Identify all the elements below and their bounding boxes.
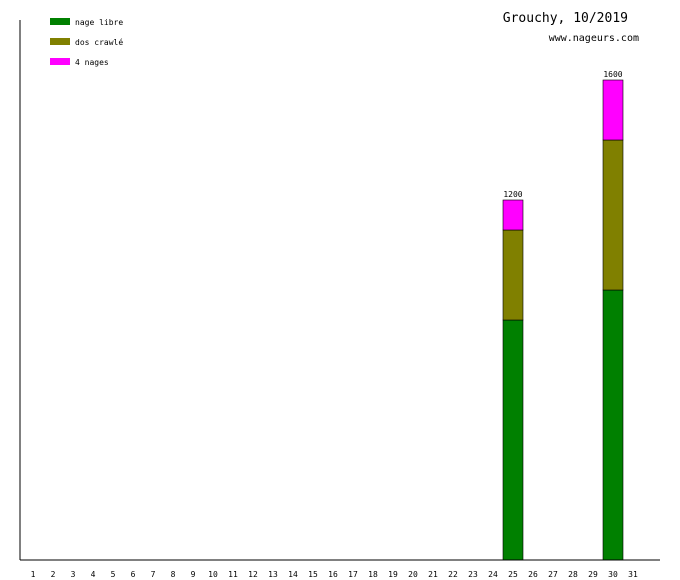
x-tick-30: 30: [608, 570, 618, 579]
x-tick-14: 14: [288, 570, 298, 579]
x-tick-20: 20: [408, 570, 418, 579]
bar-total-day-30: 1600: [603, 70, 622, 79]
x-tick-7: 7: [151, 570, 156, 579]
legend-swatch-0: [50, 18, 70, 25]
x-tick-4: 4: [91, 570, 96, 579]
x-tick-27: 27: [548, 570, 558, 579]
bar-day-25-series-1: [502, 229, 524, 321]
bar-total-day-25: 1200: [503, 190, 522, 199]
bar-day-25-series-2: [502, 199, 524, 231]
x-tick-16: 16: [328, 570, 338, 579]
x-tick-18: 18: [368, 570, 378, 579]
website-label: www.nageurs.com: [549, 33, 639, 44]
x-tick-8: 8: [171, 570, 176, 579]
x-tick-2: 2: [51, 570, 56, 579]
x-tick-labels: 1 2 3 4 5 6 7 8 9 10 11 12 13 14 15 16 17 18 19 20 21 22 23 24 2…: [31, 570, 638, 579]
x-tick-28: 28: [568, 570, 578, 579]
chart-title: Grouchy, 10/2019: [503, 11, 628, 26]
bar-day-25-series-0: [502, 319, 524, 561]
legend: nage libre dos crawlé 4 nages: [50, 18, 123, 67]
legend-swatch-2: [50, 58, 70, 65]
x-tick-23: 23: [468, 570, 478, 579]
x-tick-1: 1: [31, 570, 36, 579]
x-tick-24: 24: [488, 570, 498, 579]
x-tick-22: 22: [448, 570, 458, 579]
bar-day-30-series-0: [602, 289, 624, 561]
bar-day-30-series-2: [602, 79, 624, 141]
bar-totals: 1200 1600: [503, 70, 622, 199]
x-tick-25: 25: [508, 570, 518, 579]
legend-swatch-1: [50, 38, 70, 45]
legend-label-0: nage libre: [75, 18, 123, 27]
bar-day-30-series-1: [602, 139, 624, 291]
x-tick-19: 19: [388, 570, 398, 579]
x-tick-5: 5: [111, 570, 116, 579]
x-tick-10: 10: [208, 570, 218, 579]
bars: [502, 79, 624, 561]
x-tick-9: 9: [191, 570, 196, 579]
x-tick-6: 6: [131, 570, 136, 579]
x-tick-13: 13: [268, 570, 278, 579]
x-tick-21: 21: [428, 570, 438, 579]
x-tick-15: 15: [308, 570, 318, 579]
x-tick-17: 17: [348, 570, 358, 579]
legend-label-1: dos crawlé: [75, 37, 123, 47]
legend-label-2: 4 nages: [75, 58, 109, 67]
x-tick-12: 12: [248, 570, 258, 579]
x-tick-31: 31: [628, 570, 638, 579]
x-tick-11: 11: [228, 570, 238, 579]
x-tick-29: 29: [588, 570, 598, 579]
x-tick-26: 26: [528, 570, 538, 579]
x-tick-3: 3: [71, 570, 76, 579]
